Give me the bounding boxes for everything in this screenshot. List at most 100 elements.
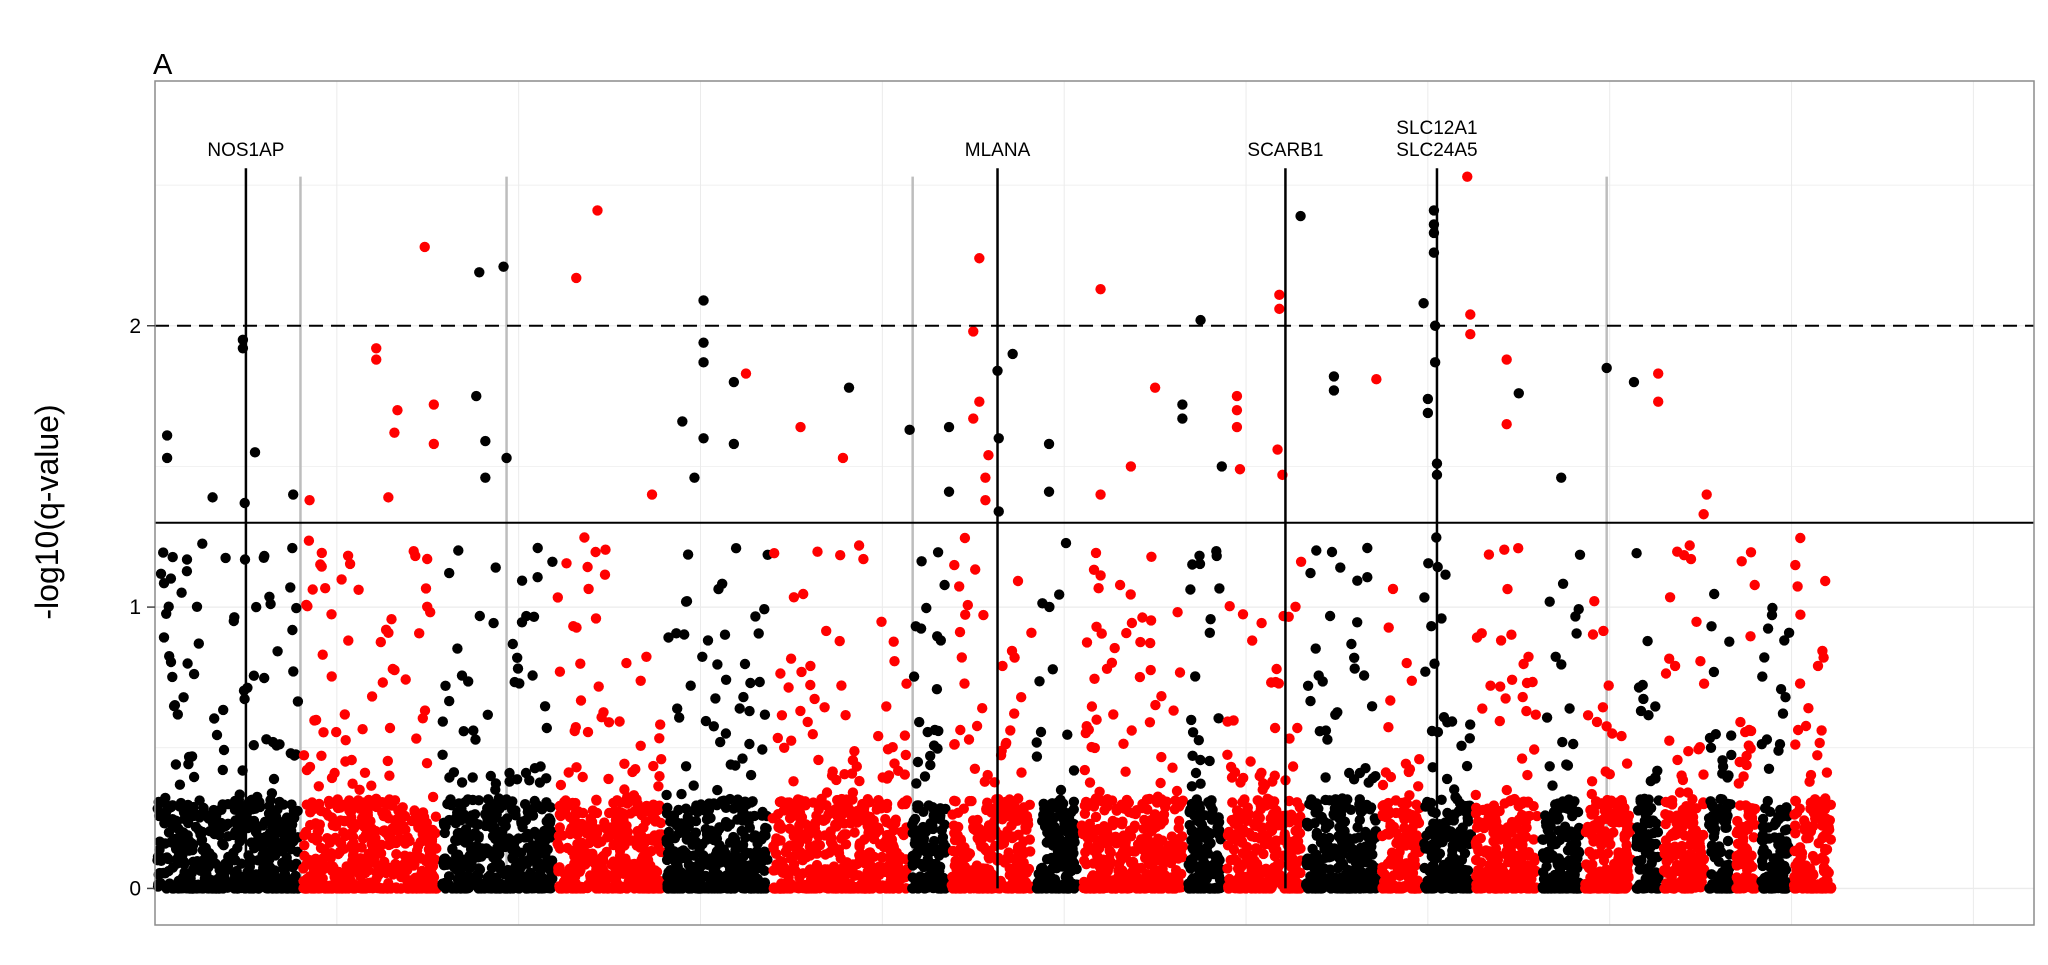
data-point <box>1439 860 1449 870</box>
data-point <box>1149 823 1159 833</box>
data-point <box>257 866 267 876</box>
data-point <box>422 554 432 564</box>
data-point <box>1318 882 1328 892</box>
data-point <box>933 844 943 854</box>
data-point <box>740 811 750 821</box>
data-point <box>1192 794 1202 804</box>
data-point <box>513 663 523 673</box>
data-point <box>512 653 522 663</box>
data-point <box>1175 667 1185 677</box>
data-point <box>1023 819 1033 829</box>
data-point <box>1283 883 1293 893</box>
data-point <box>210 883 220 893</box>
data-point <box>730 845 740 855</box>
data-point <box>713 869 723 879</box>
data-point <box>1423 558 1433 568</box>
data-point <box>1168 705 1178 715</box>
data-point <box>703 855 713 865</box>
data-point <box>1025 800 1035 810</box>
data-point <box>1174 816 1184 826</box>
data-point <box>451 883 461 893</box>
data-point <box>911 825 921 835</box>
data-point <box>1305 696 1315 706</box>
data-point <box>1316 867 1326 877</box>
data-point <box>340 709 350 719</box>
data-point <box>348 832 358 842</box>
data-point <box>486 883 496 893</box>
data-point <box>457 777 467 787</box>
data-point <box>553 863 563 873</box>
data-point <box>475 864 485 874</box>
data-point <box>347 779 357 789</box>
data-point <box>1190 671 1200 681</box>
data-point <box>1413 781 1423 791</box>
data-point <box>1456 741 1466 751</box>
data-point <box>788 776 798 786</box>
data-point <box>578 772 588 782</box>
data-point <box>624 797 634 807</box>
data-point <box>1212 822 1222 832</box>
data-point <box>1327 547 1337 557</box>
data-point <box>1531 710 1541 720</box>
data-point <box>1047 883 1057 893</box>
data-point <box>383 878 393 888</box>
data-point <box>1471 855 1481 865</box>
data-point <box>541 773 551 783</box>
data-point <box>304 855 314 865</box>
data-point <box>403 877 413 887</box>
data-point <box>529 612 539 622</box>
data-point <box>1270 723 1280 733</box>
data-point <box>1311 643 1321 653</box>
data-point <box>1335 861 1345 871</box>
data-point <box>373 870 383 880</box>
data-point <box>1062 730 1072 740</box>
data-point <box>328 883 338 893</box>
data-point <box>517 576 527 586</box>
data-point <box>414 628 424 638</box>
data-point <box>239 694 249 704</box>
data-point <box>663 879 673 889</box>
data-point <box>188 811 198 821</box>
data-point <box>335 815 345 825</box>
data-point <box>1311 545 1321 555</box>
data-point <box>640 868 650 878</box>
data-point <box>1271 865 1281 875</box>
data-point <box>1229 845 1239 855</box>
data-point <box>1431 808 1441 818</box>
data-point <box>286 748 296 758</box>
data-point <box>307 797 317 807</box>
data-point <box>1205 628 1215 638</box>
data-point <box>572 862 582 872</box>
data-point <box>809 694 819 704</box>
data-point <box>228 848 238 858</box>
data-point <box>925 760 935 770</box>
data-point <box>1414 754 1424 764</box>
data-point <box>653 781 663 791</box>
data-point <box>504 833 514 843</box>
data-point <box>684 867 694 877</box>
data-point <box>336 838 346 848</box>
data-point <box>745 678 755 688</box>
data-point <box>1506 630 1516 640</box>
data-point <box>1292 723 1302 733</box>
data-point <box>1093 583 1103 593</box>
data-point <box>440 878 450 888</box>
data-point <box>316 843 326 853</box>
data-point <box>947 809 957 819</box>
data-point <box>759 604 769 614</box>
data-point <box>242 683 252 693</box>
data-point <box>588 805 598 815</box>
data-point <box>1252 845 1262 855</box>
data-point <box>1044 870 1054 880</box>
data-point <box>208 819 218 829</box>
data-point <box>731 543 741 553</box>
data-point <box>591 613 601 623</box>
data-point <box>1310 818 1320 828</box>
data-point <box>1117 819 1127 829</box>
data-point <box>182 554 192 564</box>
data-point <box>594 681 604 691</box>
data-point <box>327 773 337 783</box>
data-point <box>218 765 228 775</box>
data-point <box>900 769 910 779</box>
